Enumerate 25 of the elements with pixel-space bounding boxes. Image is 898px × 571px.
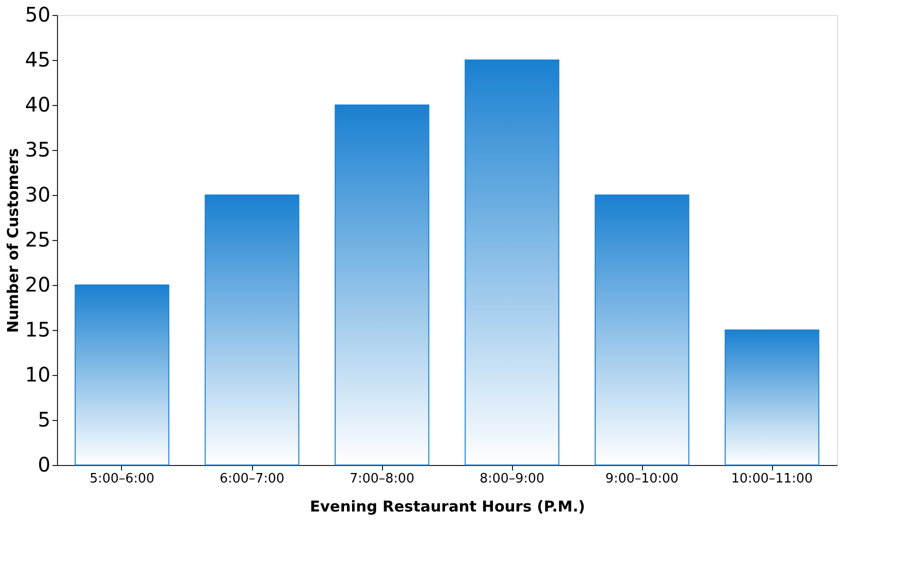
y-tick-label: 25	[25, 228, 50, 252]
bar	[594, 194, 690, 466]
bar	[74, 284, 170, 466]
y-tick-label: 40	[25, 92, 50, 116]
x-tick-label: 8:00–9:00	[480, 472, 544, 486]
y-tick-label: 50	[25, 2, 50, 26]
x-tick-label: 7:00–8:00	[350, 472, 414, 486]
y-tick-label: 10	[25, 362, 50, 386]
y-tick-label: 35	[25, 138, 50, 162]
x-tick-label: 10:00–11:00	[731, 472, 813, 486]
y-tick-label: 15	[25, 318, 50, 342]
y-tick-label: 0	[38, 452, 50, 476]
x-tick-label: 6:00–7:00	[220, 472, 284, 486]
bar	[464, 60, 560, 466]
y-tick-label: 20	[25, 272, 50, 296]
y-axis-title: Number of Customers	[4, 148, 22, 333]
y-tick-label: 45	[25, 48, 50, 72]
x-tick-label: 5:00–6:00	[90, 472, 154, 486]
x-axis-title: Evening Restaurant Hours (P.M.)	[310, 498, 586, 516]
y-tick-label: 30	[25, 182, 50, 206]
bar	[204, 194, 300, 466]
y-tick-label: 5	[38, 408, 50, 432]
bar	[724, 330, 820, 466]
bar	[334, 104, 430, 466]
x-tick-label: 9:00–10:00	[605, 472, 679, 486]
